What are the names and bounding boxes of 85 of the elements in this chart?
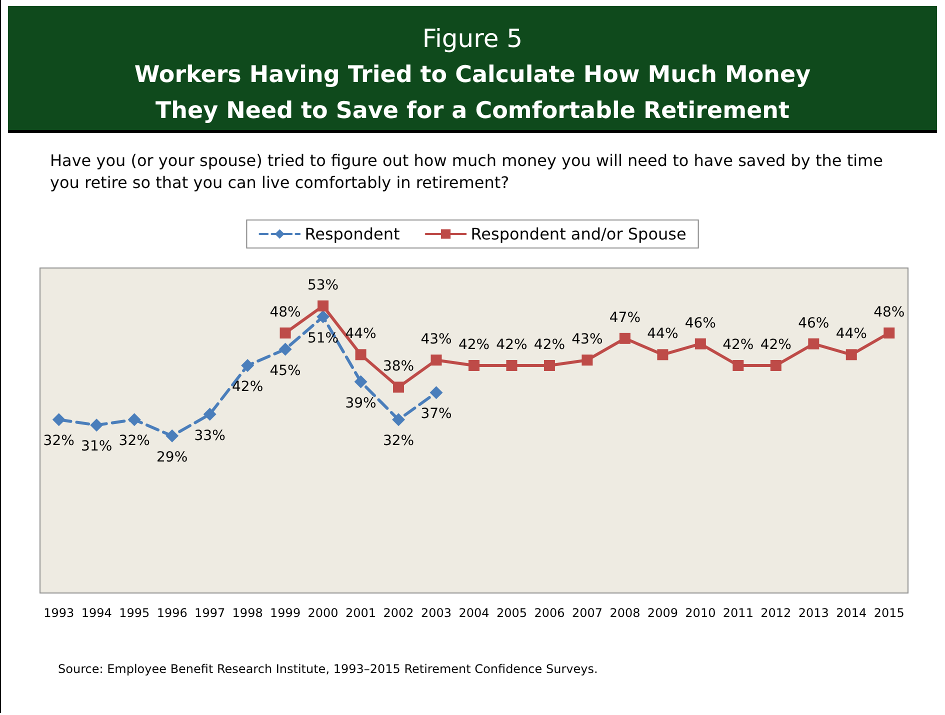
x-tick-label: 2000 bbox=[308, 606, 338, 620]
x-tick-label: 2015 bbox=[874, 606, 904, 620]
chart-subtitle: Have you (or your spouse) tried to figure out how much money you will need to have saved by the time you retire so that you can live comfortably in retirement? bbox=[50, 150, 884, 194]
data-label: 43% bbox=[572, 332, 603, 348]
data-label: 42% bbox=[496, 337, 528, 353]
x-tick-label: 1997 bbox=[194, 606, 226, 620]
point bbox=[90, 418, 104, 432]
x-tick-label: 2003 bbox=[420, 606, 452, 620]
data-label: 44% bbox=[345, 326, 376, 342]
point bbox=[808, 338, 820, 350]
data-label: 42% bbox=[232, 379, 264, 395]
data-label: 37% bbox=[420, 406, 452, 422]
point bbox=[280, 328, 291, 338]
data-label: 48% bbox=[270, 304, 301, 320]
x-tick-label: 2004 bbox=[458, 606, 490, 620]
data-label: 44% bbox=[647, 326, 678, 342]
point bbox=[128, 413, 141, 426]
point bbox=[506, 360, 518, 371]
x-tick-label: 2009 bbox=[647, 606, 678, 620]
data-label: 46% bbox=[798, 315, 830, 332]
x-tick-label: 2014 bbox=[836, 606, 867, 620]
x-tick-label: 2012 bbox=[760, 606, 792, 620]
point bbox=[241, 359, 254, 372]
data-label: 38% bbox=[382, 358, 414, 375]
data-label: 32% bbox=[43, 433, 74, 450]
point bbox=[430, 354, 442, 366]
data-label: 42% bbox=[722, 337, 754, 353]
point bbox=[166, 429, 179, 442]
x-tick-label: 2010 bbox=[685, 606, 716, 620]
data-label: 33% bbox=[194, 428, 226, 444]
point bbox=[278, 342, 292, 356]
x-tick-label: 2006 bbox=[534, 606, 565, 620]
source-note: Source: Employee Benefit Research Institute, 1993–2015 Retirement Confidence Surveys. bbox=[58, 662, 598, 676]
x-tick-label: 2007 bbox=[572, 606, 602, 620]
data-label: 29% bbox=[156, 449, 188, 466]
x-tick-label: 2013 bbox=[798, 606, 829, 620]
point bbox=[694, 338, 706, 350]
data-label: 48% bbox=[874, 304, 905, 320]
x-tick-label: 1996 bbox=[156, 606, 188, 620]
x-tick-label: 1998 bbox=[232, 606, 263, 620]
point bbox=[468, 360, 480, 371]
point bbox=[203, 408, 216, 421]
x-tick-label: 2011 bbox=[722, 606, 754, 620]
point bbox=[318, 300, 329, 312]
caption: Figure 5 bbox=[421, 24, 524, 53]
data-label: 31% bbox=[81, 438, 112, 455]
point bbox=[846, 349, 857, 360]
legend-label: Respondent bbox=[304, 224, 400, 244]
point bbox=[355, 349, 366, 360]
data-label: 32% bbox=[382, 433, 414, 450]
point bbox=[657, 349, 668, 360]
point bbox=[393, 382, 404, 393]
chart-title: Workers Having Tried to Calculate How Much Money They Need to Save for a Comfortable Retirement bbox=[133, 61, 812, 126]
x-tick-label: 1995 bbox=[119, 606, 150, 620]
x-tick-label: 1993 bbox=[44, 606, 74, 620]
x-tick-label: 2008 bbox=[610, 606, 640, 620]
data-label: 53% bbox=[307, 277, 339, 294]
point bbox=[619, 332, 630, 344]
data-label: 42% bbox=[760, 337, 792, 353]
data-label: 39% bbox=[345, 395, 376, 412]
data-label: 45% bbox=[270, 362, 301, 379]
x-tick-label: 1999 bbox=[270, 606, 301, 620]
data-label: 47% bbox=[609, 310, 641, 326]
x-tick-label: 2001 bbox=[346, 606, 376, 620]
point bbox=[770, 360, 782, 371]
data-label: 44% bbox=[836, 326, 867, 342]
point bbox=[884, 328, 895, 338]
data-label: 32% bbox=[118, 433, 150, 450]
x-tick-label: 2002 bbox=[383, 606, 414, 620]
point bbox=[52, 413, 66, 426]
point bbox=[316, 310, 330, 324]
legend-label: Respondent and/or Spouse bbox=[470, 224, 686, 244]
data-label: 46% bbox=[684, 315, 716, 332]
x-tick-label: 2005 bbox=[496, 606, 528, 620]
data-label: 42% bbox=[534, 337, 566, 353]
point bbox=[732, 360, 744, 371]
point bbox=[430, 386, 443, 400]
data-label: 42% bbox=[458, 337, 490, 353]
point bbox=[582, 354, 593, 366]
point bbox=[392, 413, 406, 426]
data-label: 51% bbox=[307, 330, 339, 346]
data-label: 43% bbox=[420, 332, 452, 348]
point bbox=[544, 360, 555, 371]
point bbox=[354, 375, 368, 388]
x-tick-label: 1994 bbox=[81, 606, 112, 620]
